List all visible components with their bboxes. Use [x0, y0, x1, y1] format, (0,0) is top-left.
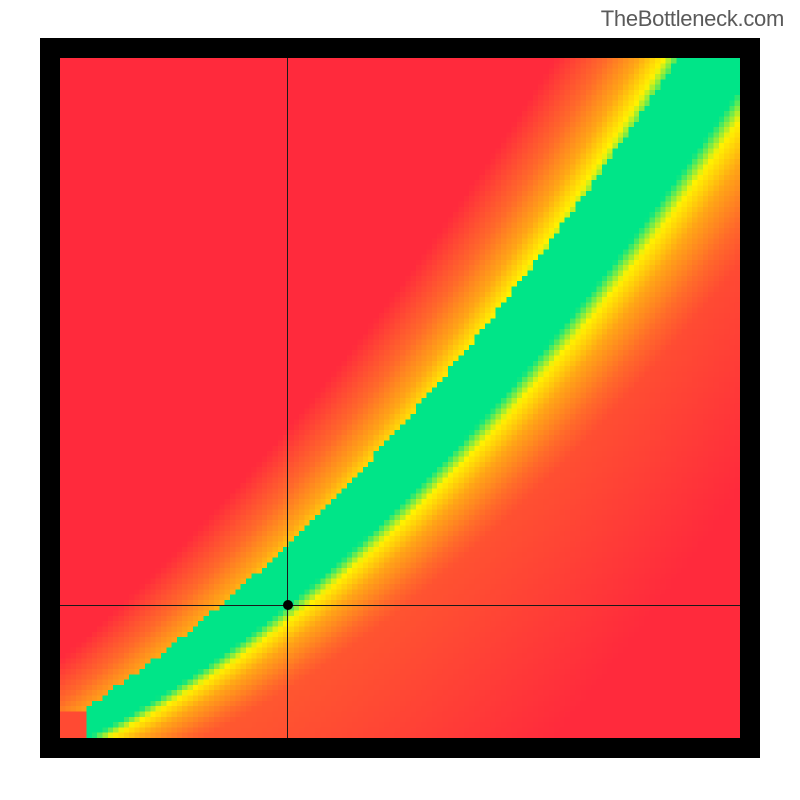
crosshair-horizontal	[60, 605, 740, 606]
chart-container: TheBottleneck.com	[0, 0, 800, 800]
crosshair-vertical	[287, 58, 288, 738]
crosshair-marker	[283, 600, 293, 610]
chart-outer-frame	[40, 38, 760, 758]
watermark-text: TheBottleneck.com	[601, 6, 784, 32]
chart-plot-area	[60, 58, 740, 738]
heatmap-canvas	[60, 58, 740, 738]
